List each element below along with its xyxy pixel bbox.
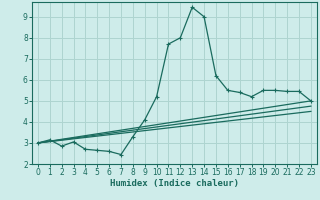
X-axis label: Humidex (Indice chaleur): Humidex (Indice chaleur)	[110, 179, 239, 188]
